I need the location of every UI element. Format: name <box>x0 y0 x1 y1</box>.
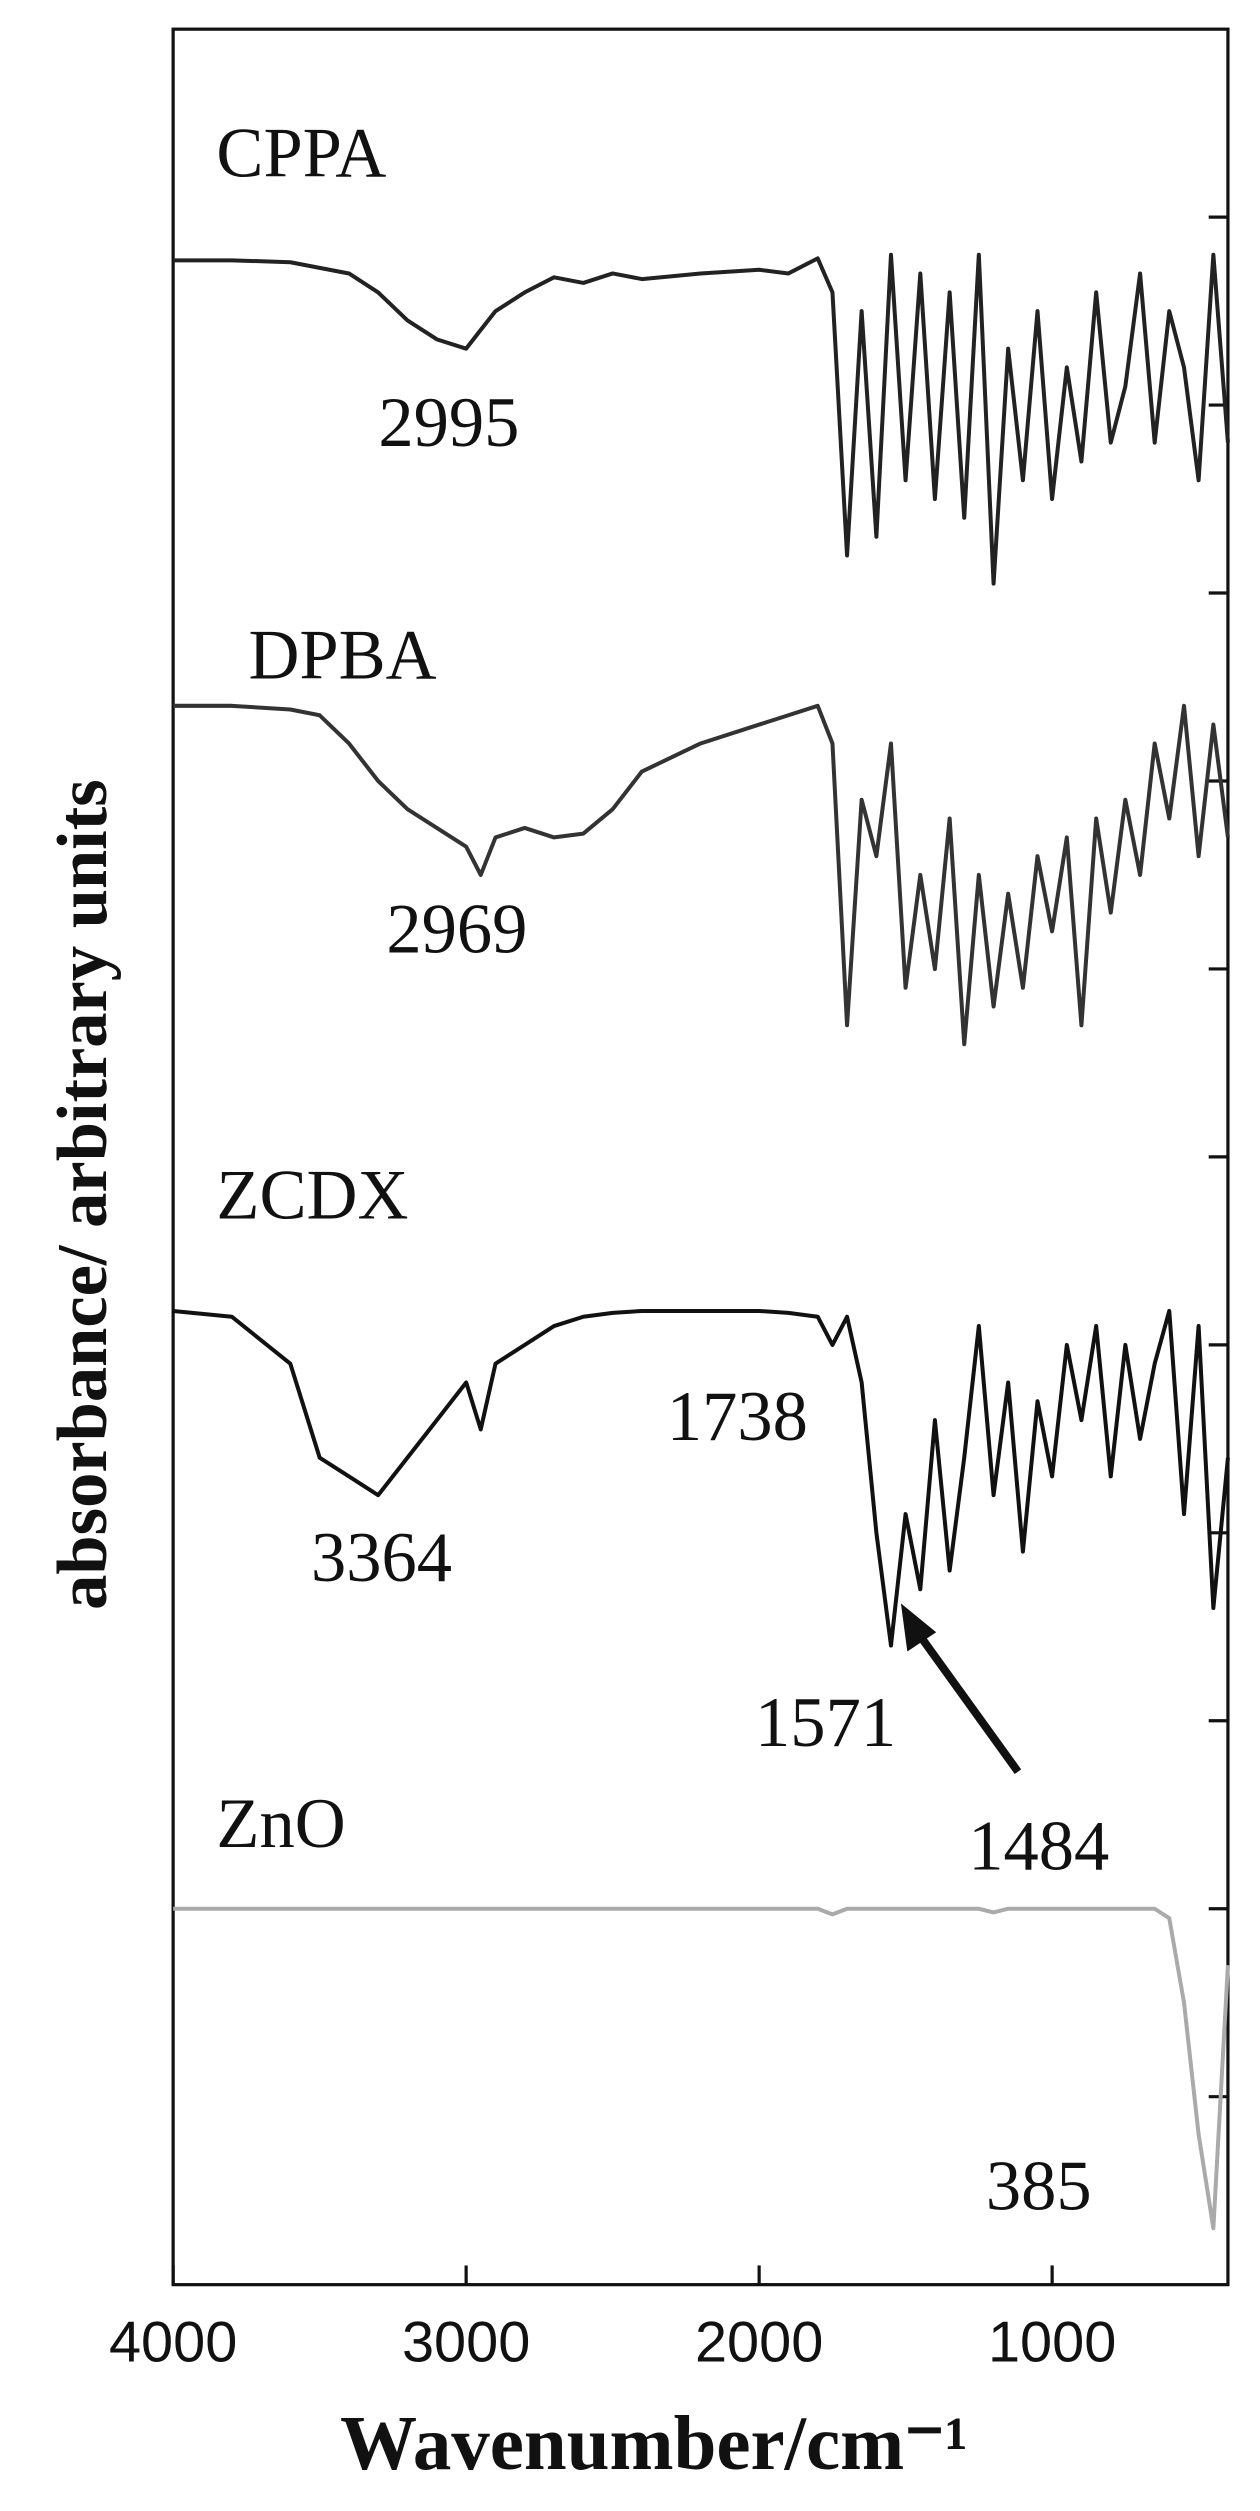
series-label: DPBA <box>248 616 436 694</box>
series-label: CPPA <box>216 115 386 193</box>
peak-label: 2969 <box>386 891 527 969</box>
peak-label: 3364 <box>311 1519 452 1597</box>
x-axis-label: Wavenumber/cm⁻¹ <box>340 2400 968 2486</box>
spectrum-line <box>173 252 1230 586</box>
spectrum-line <box>173 1906 1230 2231</box>
peak-label: 385 <box>986 2147 1092 2225</box>
spectrum-line <box>173 703 1230 1047</box>
series-label: ZCDX <box>216 1157 408 1235</box>
x-tick-label: 1000 <box>988 2311 1116 2375</box>
x-tick-label: 2000 <box>695 2311 823 2375</box>
y-axis-label: absorbance/ arbitrary units <box>44 779 122 1610</box>
peak-label: 1484 <box>968 1807 1109 1885</box>
peak-label: 2995 <box>378 384 519 462</box>
x-tick-label: 4000 <box>109 2311 237 2375</box>
spectrum-line <box>172 1308 1230 1648</box>
peak-label: 1738 <box>667 1378 808 1456</box>
peak-label: 1571 <box>755 1684 896 1762</box>
annotation-arrowhead <box>900 1603 937 1652</box>
series-label: ZnO <box>216 1785 345 1863</box>
annotation-arrow <box>907 1620 1022 1775</box>
x-tick-label: 3000 <box>402 2311 530 2375</box>
